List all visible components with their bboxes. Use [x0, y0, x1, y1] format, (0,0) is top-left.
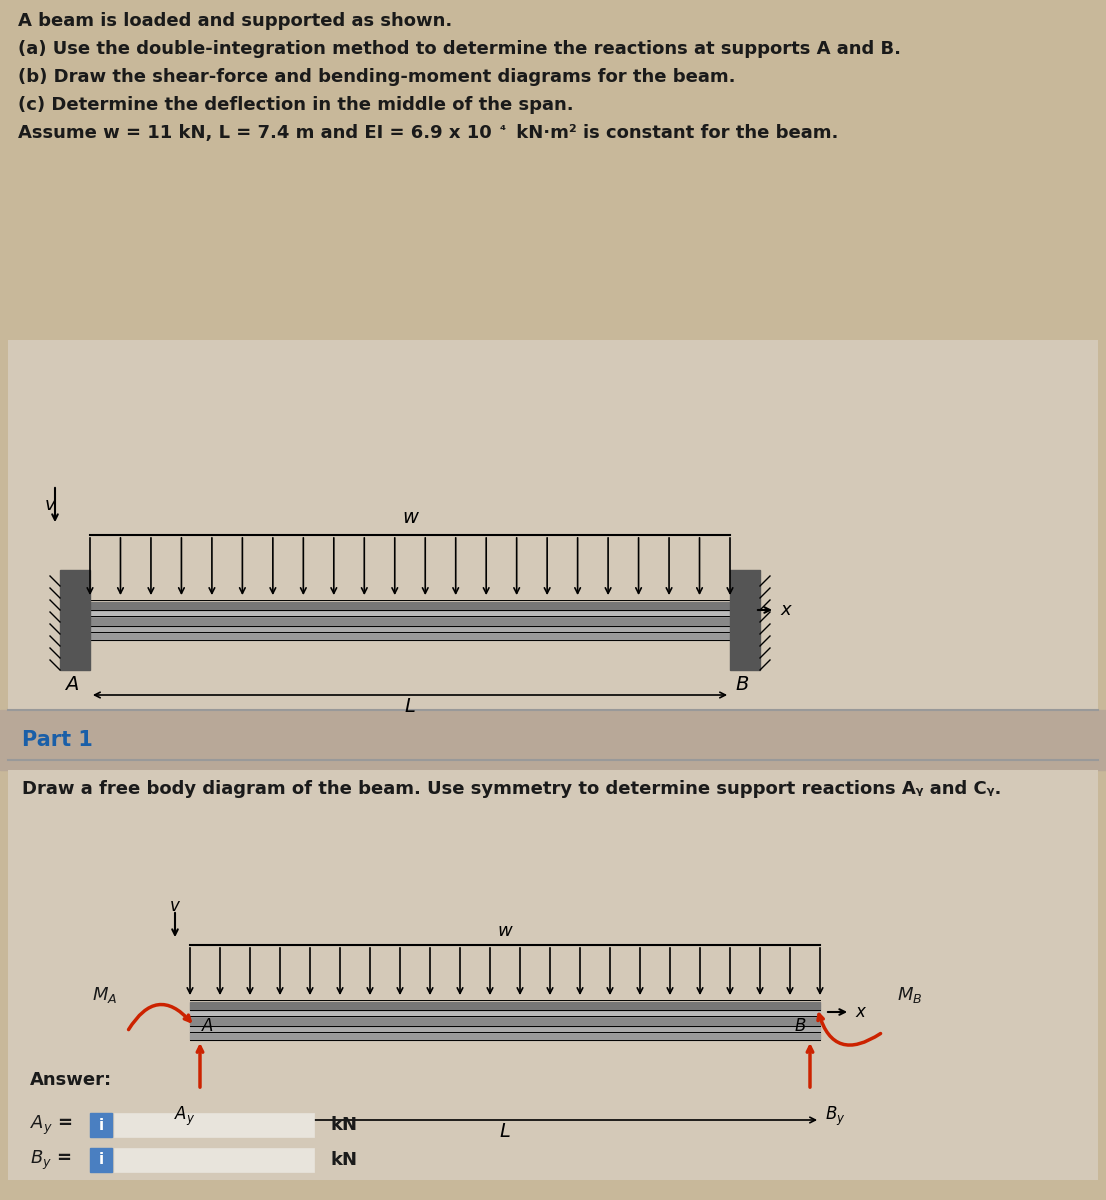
Bar	[90, 1114, 112, 1138]
Bar	[190, 1026, 820, 1032]
Text: A: A	[65, 674, 79, 694]
Bar	[114, 1114, 314, 1138]
Bar	[0, 0, 1106, 330]
Text: i: i	[98, 1152, 104, 1168]
Text: B: B	[735, 674, 749, 694]
Text: w: w	[401, 508, 418, 527]
Text: w: w	[498, 922, 512, 940]
Bar	[114, 1148, 314, 1172]
Text: ⁴: ⁴	[500, 124, 507, 138]
Bar	[90, 1148, 112, 1172]
Bar	[60, 570, 90, 670]
Text: x: x	[855, 1003, 865, 1021]
Text: kN: kN	[330, 1116, 357, 1134]
Bar	[90, 616, 730, 626]
Text: Assume w = 11 kN, L = 7.4 m and EI = 6.9 x 10: Assume w = 11 kN, L = 7.4 m and EI = 6.9…	[18, 124, 492, 142]
Bar	[90, 632, 730, 640]
Bar	[730, 570, 760, 670]
Text: kN: kN	[330, 1151, 357, 1169]
Text: Answer:: Answer:	[30, 1070, 112, 1090]
Text: L: L	[405, 697, 416, 716]
Text: x: x	[780, 601, 791, 619]
Bar	[90, 602, 730, 610]
Text: $A_y$ =: $A_y$ =	[30, 1114, 73, 1136]
Text: (a) Use the double-integration method to determine the reactions at supports A a: (a) Use the double-integration method to…	[18, 40, 901, 58]
Text: v: v	[170, 898, 180, 914]
Text: $A_y$: $A_y$	[175, 1105, 196, 1128]
Text: $M_A$: $M_A$	[93, 985, 117, 1006]
Bar	[8, 340, 1098, 710]
Bar	[190, 1032, 820, 1040]
Text: Part 1: Part 1	[22, 730, 93, 750]
Text: (b) Draw the shear-force and bending-moment diagrams for the beam.: (b) Draw the shear-force and bending-mom…	[18, 68, 735, 86]
Bar	[90, 626, 730, 632]
Bar	[190, 1002, 820, 1010]
Bar	[0, 710, 1106, 770]
Text: L: L	[500, 1122, 511, 1141]
Text: $B_y$ =: $B_y$ =	[30, 1148, 72, 1171]
Text: $B_y$: $B_y$	[825, 1105, 845, 1128]
Bar	[190, 1010, 820, 1016]
Text: A beam is loaded and supported as shown.: A beam is loaded and supported as shown.	[18, 12, 452, 30]
Text: B: B	[795, 1018, 806, 1034]
Text: A: A	[202, 1018, 213, 1034]
Text: Draw a free body diagram of the beam. Use symmetry to determine support reaction: Draw a free body diagram of the beam. Us…	[22, 780, 1001, 798]
Text: $M_B$: $M_B$	[897, 985, 922, 1006]
Bar	[90, 610, 730, 616]
Bar	[190, 1016, 820, 1026]
Text: i: i	[98, 1117, 104, 1133]
Text: kN·m² is constant for the beam.: kN·m² is constant for the beam.	[510, 124, 838, 142]
Text: (c) Determine the deflection in the middle of the span.: (c) Determine the deflection in the midd…	[18, 96, 574, 114]
Bar	[8, 770, 1098, 1180]
Text: v: v	[44, 496, 55, 514]
